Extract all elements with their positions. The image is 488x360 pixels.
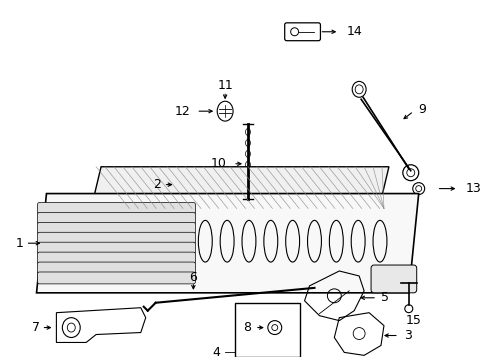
FancyBboxPatch shape <box>38 262 195 274</box>
Text: 4: 4 <box>212 346 220 359</box>
Text: 14: 14 <box>346 25 361 38</box>
Text: 15: 15 <box>405 314 421 327</box>
Polygon shape <box>91 167 388 208</box>
Text: 9: 9 <box>418 103 426 116</box>
Text: 13: 13 <box>465 182 480 195</box>
FancyBboxPatch shape <box>38 222 195 234</box>
FancyBboxPatch shape <box>38 202 195 215</box>
Text: 12: 12 <box>174 105 190 118</box>
Bar <box>235 303 299 357</box>
FancyBboxPatch shape <box>38 252 195 264</box>
Text: 2: 2 <box>152 178 160 191</box>
Text: 5: 5 <box>380 291 388 304</box>
FancyBboxPatch shape <box>38 232 195 244</box>
Text: 10: 10 <box>210 157 225 170</box>
Text: 3: 3 <box>403 329 411 342</box>
FancyBboxPatch shape <box>38 212 195 224</box>
FancyBboxPatch shape <box>370 265 416 293</box>
FancyBboxPatch shape <box>38 242 195 254</box>
Text: 6: 6 <box>189 271 197 284</box>
Text: 11: 11 <box>217 79 233 92</box>
Polygon shape <box>37 194 418 293</box>
Text: 8: 8 <box>243 321 250 334</box>
Text: 7: 7 <box>31 321 40 334</box>
Text: 1: 1 <box>16 237 23 250</box>
FancyBboxPatch shape <box>38 272 195 284</box>
